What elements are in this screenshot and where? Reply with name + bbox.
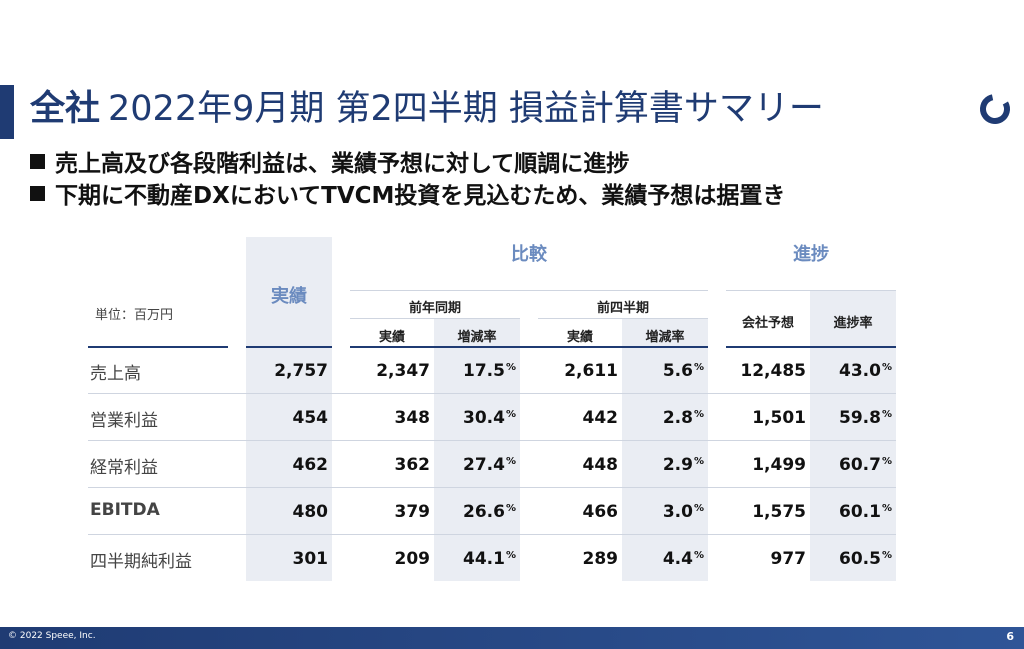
bullet-item: 下期に不動産DXにおいてTVCM投資を見込むため、業績予想は据置き [30, 180, 785, 212]
cell-rate: 59.8% [839, 408, 892, 428]
title-accent-bar [0, 85, 14, 139]
square-bullet-icon [30, 186, 45, 201]
cell-py-actual: 209 [394, 549, 431, 569]
divider [350, 318, 520, 319]
row-label-net-income: 四半期純利益 [90, 552, 192, 572]
row-divider [88, 534, 896, 535]
cell-py-actual: 362 [394, 455, 431, 475]
cell-actual: 480 [292, 502, 329, 522]
page-title: 全社 2022年9月期 第2四半期 損益計算書サマリー [30, 84, 824, 134]
row-label-operating-profit: 営業利益 [90, 411, 158, 431]
cell-forecast: 12,485 [740, 361, 806, 381]
header-comparison: 比較 [511, 244, 547, 265]
cell-forecast: 1,575 [752, 502, 806, 522]
square-bullet-icon [30, 154, 45, 169]
header-prev-year: 前年同期 [408, 301, 461, 316]
header-progress-rate: 進捗率 [833, 316, 873, 331]
page-number: 6 [1006, 630, 1014, 643]
cell-actual: 2,757 [274, 361, 328, 381]
row-label-ebitda: EBITDA [90, 500, 160, 520]
cell-actual: 301 [292, 549, 329, 569]
cell-rate: 60.1% [839, 502, 892, 522]
cell-pq-actual: 466 [582, 502, 619, 522]
divider [726, 290, 896, 291]
pq-change-column-bg [622, 318, 708, 581]
row-divider [88, 440, 896, 441]
header-pq-change: 増減率 [645, 330, 685, 345]
header-divider [350, 346, 708, 348]
footer-bar: © 2022 Speee, Inc. 6 [0, 627, 1024, 649]
cell-forecast: 1,499 [752, 455, 806, 475]
rate-column-bg [810, 290, 896, 581]
unit-label: 単位：百万円 [95, 308, 174, 323]
header-py-actual: 実績 [378, 330, 405, 345]
header-progress: 進捗 [793, 244, 829, 265]
py-change-column-bg [434, 318, 520, 581]
cell-py-change: 17.5% [463, 361, 516, 381]
cell-py-change: 26.6% [463, 502, 516, 522]
actual-column-bg [246, 237, 332, 581]
cell-py-actual: 2,347 [376, 361, 430, 381]
cell-forecast: 1,501 [752, 408, 806, 428]
header-forecast: 会社予想 [741, 316, 794, 331]
cell-pq-change: 5.6% [662, 361, 704, 381]
header-divider [88, 346, 228, 348]
divider [350, 290, 708, 291]
cell-py-actual: 379 [394, 502, 431, 522]
bullet-item: 売上高及び各段階利益は、業績予想に対して順調に進捗 [30, 148, 785, 180]
copyright: © 2022 Speee, Inc. [8, 631, 96, 641]
cell-pq-actual: 2,611 [564, 361, 618, 381]
bullet-list: 売上高及び各段階利益は、業績予想に対して順調に進捗 下期に不動産DXにおいてTV… [30, 148, 785, 212]
cell-pq-change: 2.9% [662, 455, 704, 475]
row-label-ordinary-profit: 経常利益 [90, 458, 158, 478]
header-divider [246, 346, 332, 348]
cell-pq-actual: 448 [582, 455, 619, 475]
page-title-rest: 2022年9月期 第2四半期 損益計算書サマリー [108, 89, 824, 129]
divider [538, 318, 708, 319]
header-actual: 実績 [271, 286, 307, 307]
header-divider [726, 346, 896, 348]
cell-pq-change: 4.4% [662, 549, 704, 569]
cell-rate: 60.5% [839, 549, 892, 569]
page-title-strong: 全社 [30, 89, 101, 129]
cell-py-change: 44.1% [463, 549, 516, 569]
row-divider [88, 487, 896, 488]
cell-py-change: 30.4% [463, 408, 516, 428]
cell-actual: 462 [292, 455, 329, 475]
header-pq-actual: 実績 [566, 330, 593, 345]
cell-pq-actual: 442 [582, 408, 619, 428]
cell-actual: 454 [292, 408, 329, 428]
cell-py-change: 27.4% [463, 455, 516, 475]
cell-forecast: 977 [770, 549, 807, 569]
cell-pq-change: 2.8% [662, 408, 704, 428]
speee-logo-icon [980, 94, 1010, 124]
header-py-change: 増減率 [457, 330, 497, 345]
cell-rate: 60.7% [839, 455, 892, 475]
row-divider [88, 393, 896, 394]
header-prev-quarter: 前四半期 [596, 301, 649, 316]
cell-pq-actual: 289 [582, 549, 619, 569]
cell-py-actual: 348 [394, 408, 431, 428]
cell-rate: 43.0% [839, 361, 892, 381]
row-label-sales: 売上高 [90, 364, 141, 384]
cell-pq-change: 3.0% [662, 502, 704, 522]
